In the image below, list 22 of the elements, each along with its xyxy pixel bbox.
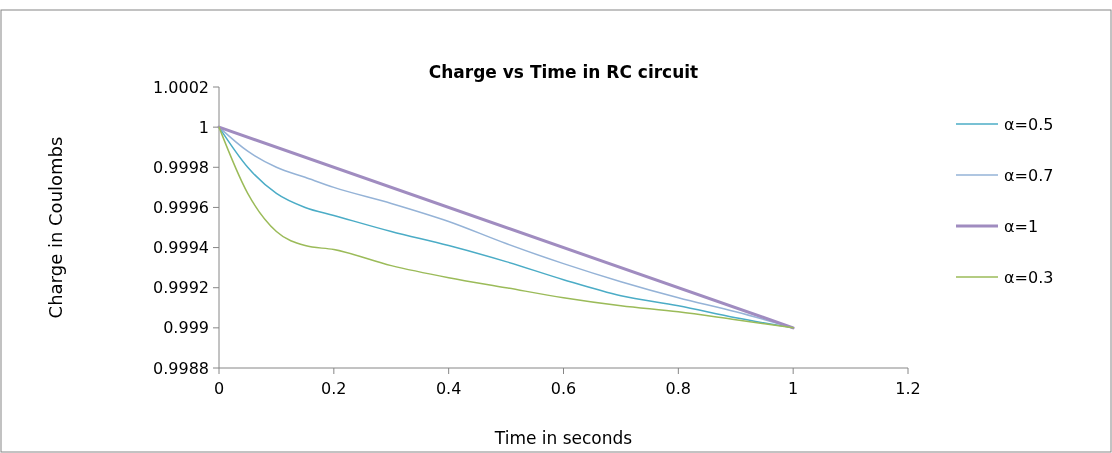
y-tick-label: 1.0002 (153, 77, 209, 97)
y-tick-label: 0.9992 (153, 278, 209, 298)
x-tick-label: 1.2 (895, 379, 921, 398)
x-tick-label: 0.4 (435, 379, 462, 398)
y-tick-label: 0.9998 (153, 157, 209, 177)
y-axis-title: Charge in Coulombs (45, 136, 66, 319)
x-tick-label: 0.6 (550, 379, 577, 398)
y-tick-label: 1 (198, 117, 209, 137)
legend-label: α=0.7 (1004, 165, 1054, 185)
y-tick-label: 0.9996 (153, 198, 209, 218)
x-tick-label: 0.2 (321, 379, 347, 398)
legend-label: α=1 (1004, 216, 1039, 236)
y-tick-label: 0.999 (163, 318, 209, 338)
legend-label: α=0.3 (1004, 267, 1054, 287)
legend-label: α=0.5 (1004, 114, 1054, 134)
x-tick-label: 1 (788, 379, 799, 398)
x-tick-label: 0.8 (665, 379, 692, 398)
y-tick-label: 0.9994 (153, 238, 209, 258)
x-axis-title: Time in seconds (493, 428, 633, 448)
y-tick-label: 0.9988 (153, 358, 209, 378)
x-tick-label: 0 (213, 379, 225, 398)
chart-title: Charge vs Time in RC circuit (428, 62, 699, 82)
